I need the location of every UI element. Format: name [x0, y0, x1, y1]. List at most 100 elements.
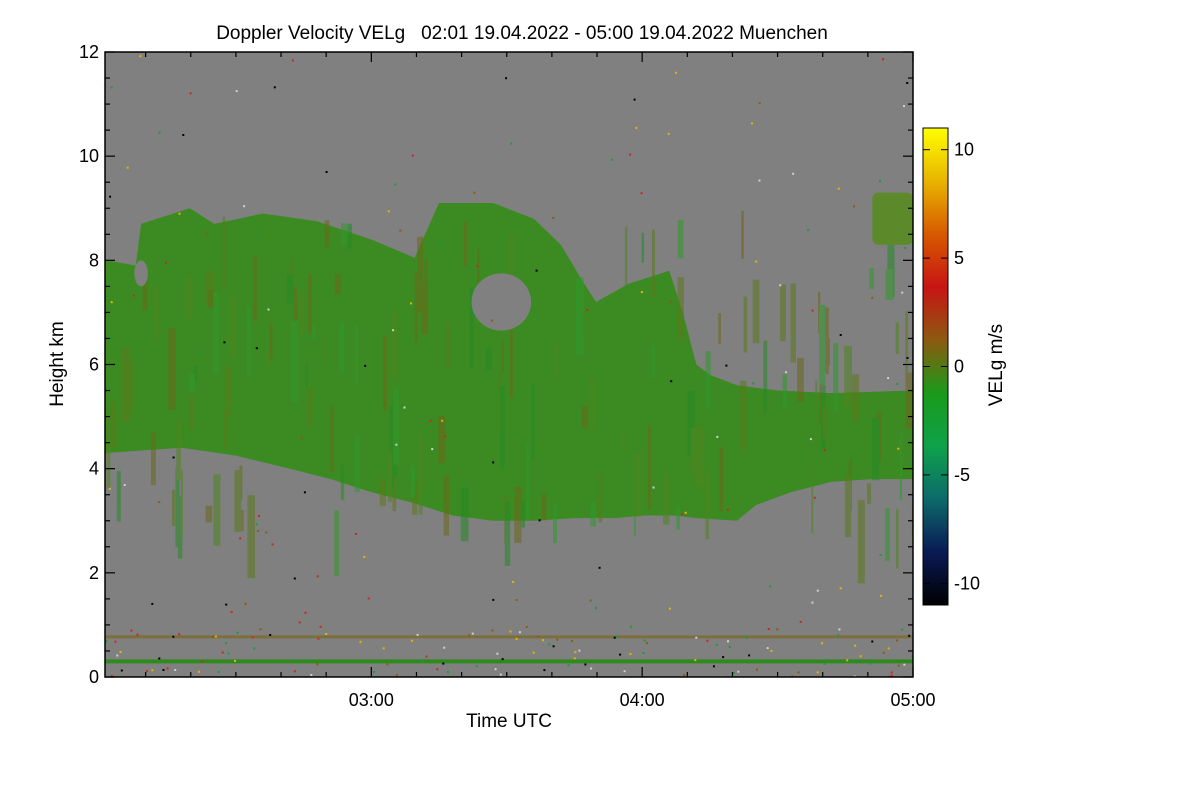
noise-dot — [797, 671, 800, 674]
noise-dot — [906, 357, 909, 359]
y-axis-label: Height km — [47, 321, 68, 407]
cloud-streak — [168, 328, 176, 410]
cloud-streak — [641, 232, 645, 263]
cloud-streak — [213, 474, 221, 546]
noise-dot — [476, 265, 479, 268]
noise-dot — [901, 291, 904, 294]
noise-dot — [447, 671, 449, 674]
cloud-streak — [797, 357, 804, 403]
cloud-streak — [341, 223, 348, 245]
noise-dot — [293, 670, 296, 673]
cloud-streak — [485, 348, 492, 371]
cloud-streak — [905, 372, 913, 429]
noise-dot — [255, 347, 258, 350]
noise-dot — [670, 300, 672, 303]
cloud-streak — [498, 371, 501, 431]
noise-dot — [468, 634, 471, 637]
cloud-streak — [334, 274, 341, 295]
noise-dot — [880, 594, 882, 597]
noise-dot — [839, 334, 842, 336]
noise-dot — [403, 406, 406, 409]
noise-dot — [225, 642, 228, 645]
noise-dot — [556, 638, 559, 641]
cloud-streak — [718, 313, 721, 344]
cloud-streak — [663, 475, 670, 525]
cloud-streak — [305, 364, 308, 389]
noise-dot — [310, 674, 313, 676]
noise-dot — [737, 670, 740, 673]
noise-dot — [769, 585, 772, 588]
noise-dot — [630, 625, 633, 628]
noise-dot — [440, 241, 443, 244]
noise-dot — [244, 602, 247, 605]
cloud-streak — [223, 410, 227, 449]
noise-speckle — [105, 55, 913, 677]
noise-dot — [752, 382, 755, 385]
noise-dot — [586, 309, 589, 311]
noise-dot — [683, 673, 686, 676]
noise-dot — [542, 639, 544, 642]
noise-dot — [518, 631, 521, 634]
noise-dot — [589, 599, 592, 602]
noise-dot — [394, 183, 397, 186]
plot-area — [104, 51, 914, 678]
noise-dot — [271, 543, 274, 546]
x-axis-label: Time UTC — [466, 711, 552, 732]
noise-dot — [139, 55, 142, 58]
noise-dot — [225, 603, 228, 606]
cloud-texture — [106, 210, 913, 584]
noise-dot — [499, 673, 502, 676]
noise-dot — [758, 179, 761, 182]
cloud-streak — [590, 377, 595, 431]
noise-dot — [903, 663, 906, 666]
noise-dot — [269, 634, 272, 636]
noise-dot — [514, 493, 516, 496]
cloud-streak — [414, 271, 418, 343]
noise-dot — [525, 625, 528, 628]
cloud-streak — [387, 451, 392, 502]
noise-dot — [172, 635, 175, 638]
noise-dot — [670, 380, 673, 383]
noise-dot — [158, 131, 161, 134]
noise-dot — [105, 640, 108, 643]
noise-dot — [727, 640, 729, 643]
noise-dot — [411, 154, 414, 157]
noise-dot — [574, 651, 577, 654]
cloud-streak — [677, 219, 684, 259]
cloud-streak — [499, 386, 505, 468]
y-tick-label: 12 — [79, 42, 99, 62]
cloud-streak — [790, 283, 796, 363]
noise-dot — [317, 637, 320, 640]
cloud-streak — [393, 388, 399, 465]
cloud-streak — [234, 470, 242, 532]
noise-dot — [367, 597, 370, 600]
noise-dot — [116, 654, 119, 657]
cloud-streak — [869, 267, 874, 289]
noise-dot — [114, 640, 117, 643]
noise-dot — [359, 640, 362, 643]
cloud-streak — [379, 478, 386, 507]
noise-dot — [108, 487, 111, 490]
cloud-streak — [531, 383, 535, 461]
noise-dot — [725, 364, 728, 367]
noise-dot — [879, 180, 882, 183]
cloud-streak — [180, 469, 183, 538]
cloud-streak — [290, 259, 294, 277]
noise-dot — [471, 632, 474, 635]
noise-dot — [681, 513, 684, 516]
cloud-streak — [418, 434, 423, 515]
cloud-streak — [885, 508, 890, 561]
noise-dot — [640, 192, 643, 195]
noise-dot — [732, 672, 735, 674]
noise-dot — [807, 229, 810, 232]
cloud-streak — [266, 350, 271, 368]
noise-dot — [110, 675, 113, 677]
cloud-streak — [213, 291, 219, 375]
cloud-streak — [647, 425, 651, 510]
noise-dot — [182, 134, 185, 136]
cloud-streak — [824, 307, 829, 375]
noise-dot — [251, 636, 254, 639]
noise-dot — [243, 205, 246, 208]
noise-dot — [443, 646, 446, 649]
noise-dot — [198, 351, 201, 354]
